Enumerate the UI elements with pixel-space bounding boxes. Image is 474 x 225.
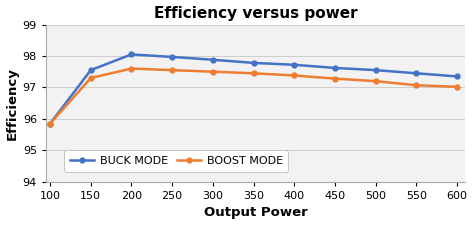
Line: BUCK MODE: BUCK MODE xyxy=(48,52,459,126)
BOOST MODE xyxy=(169,69,175,72)
BOOST MODE xyxy=(292,74,297,77)
Y-axis label: Efficiency: Efficiency xyxy=(6,67,18,140)
BUCK MODE xyxy=(292,63,297,66)
BOOST MODE xyxy=(373,80,378,83)
Legend: BUCK MODE, BOOST MODE: BUCK MODE, BOOST MODE xyxy=(64,150,288,172)
X-axis label: Output Power: Output Power xyxy=(204,207,308,219)
BUCK MODE xyxy=(454,75,460,78)
BUCK MODE xyxy=(88,69,93,72)
BOOST MODE xyxy=(47,122,53,125)
BUCK MODE xyxy=(47,122,53,125)
BOOST MODE xyxy=(128,67,134,70)
BOOST MODE xyxy=(332,77,337,80)
BUCK MODE xyxy=(169,56,175,58)
BOOST MODE xyxy=(454,86,460,88)
Line: BOOST MODE: BOOST MODE xyxy=(48,66,459,126)
BUCK MODE xyxy=(128,53,134,56)
BUCK MODE xyxy=(251,62,256,64)
BOOST MODE xyxy=(210,70,216,73)
BOOST MODE xyxy=(413,84,419,87)
BUCK MODE xyxy=(210,58,216,61)
BUCK MODE xyxy=(413,72,419,75)
BUCK MODE xyxy=(373,69,378,72)
Title: Efficiency versus power: Efficiency versus power xyxy=(154,6,357,20)
BOOST MODE xyxy=(88,77,93,79)
BUCK MODE xyxy=(332,67,337,69)
BOOST MODE xyxy=(251,72,256,75)
